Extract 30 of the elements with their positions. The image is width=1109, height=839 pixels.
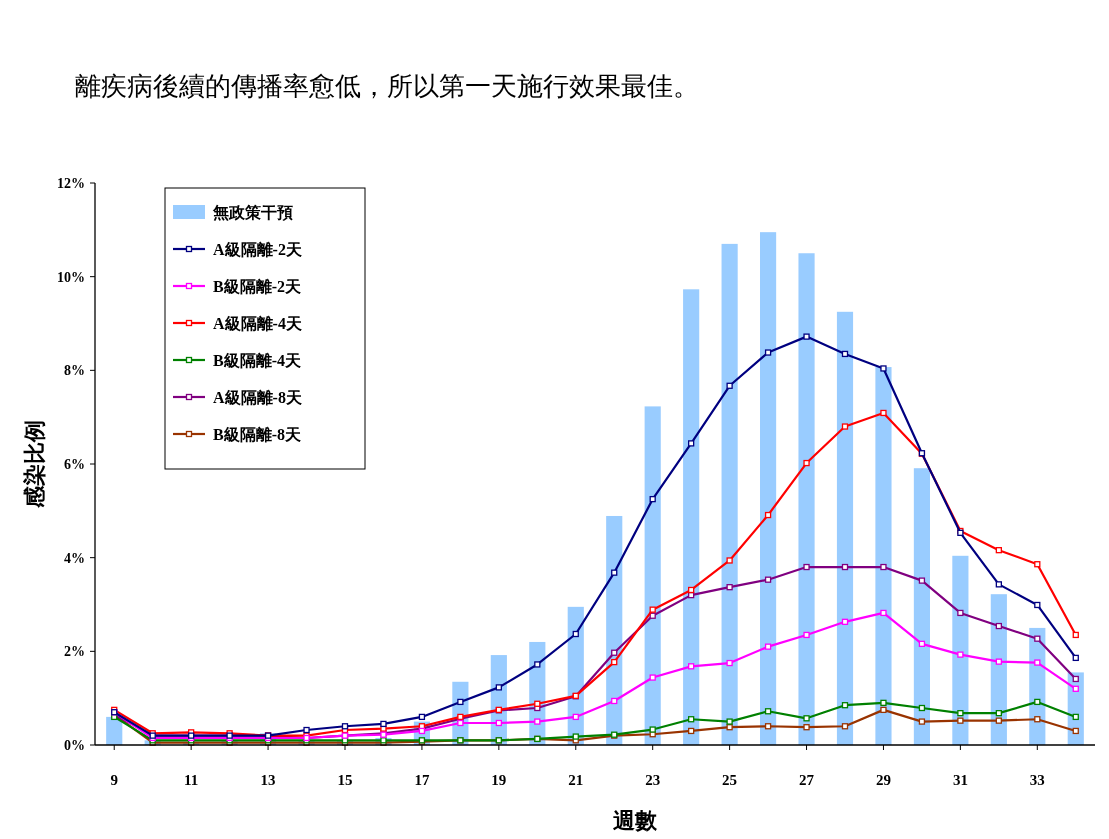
legend-label: 無政策干預	[212, 204, 293, 222]
x-tick-label: 13	[260, 772, 276, 788]
x-tick-label: 17	[414, 772, 430, 788]
x-tick-label: 33	[1029, 772, 1045, 788]
x-tick-label: 23	[645, 772, 661, 788]
x-tick-label: 9	[110, 772, 118, 788]
y-tick-label: 10%	[57, 269, 85, 285]
x-tick-label: 21	[568, 772, 584, 788]
y-tick-label: 4%	[64, 550, 85, 566]
legend-label: A級隔離-8天	[213, 389, 303, 406]
y-tick-label: 2%	[64, 644, 85, 660]
x-tick-label: 11	[184, 772, 199, 788]
x-tick-label: 15	[337, 772, 353, 788]
x-tick-label: 27	[799, 772, 815, 788]
annotation: 離疾病後續的傳播率愈低，所以第一天施行效果最佳。	[75, 72, 699, 101]
y-tick-label: 0%	[64, 738, 85, 753]
legend-label: B級隔離-8天	[213, 426, 302, 443]
x-axis-title: 週數	[613, 808, 658, 833]
legend-label: B級隔離-2天	[213, 278, 302, 295]
y-tick-label: 6%	[64, 457, 85, 472]
y-axis-title: 感染比例	[22, 420, 47, 509]
y-tick-label: 12%	[57, 176, 85, 191]
x-tick-label: 25	[722, 772, 738, 788]
legend-label: B級隔離-4天	[213, 352, 302, 369]
legend-label: A級隔離-2天	[213, 241, 303, 258]
x-tick-label: 19	[491, 772, 507, 788]
x-tick-label: 29	[875, 772, 891, 788]
y-tick-label: 8%	[64, 363, 85, 379]
legend-label: A級隔離-4天	[213, 315, 303, 332]
x-tick-label: 31	[952, 772, 968, 788]
